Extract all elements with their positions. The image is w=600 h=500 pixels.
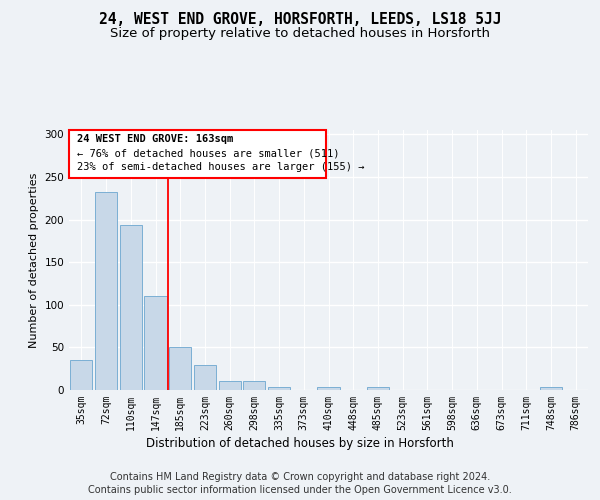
Text: Contains public sector information licensed under the Open Government Licence v3: Contains public sector information licen…	[88, 485, 512, 495]
Text: ← 76% of detached houses are smaller (511): ← 76% of detached houses are smaller (51…	[77, 148, 339, 158]
Bar	[317, 386, 340, 390]
Text: Size of property relative to detached houses in Horsforth: Size of property relative to detached ho…	[110, 28, 490, 40]
Y-axis label: Number of detached properties: Number of detached properties	[29, 172, 39, 348]
Bar	[540, 388, 562, 390]
Bar	[367, 388, 389, 390]
Bar	[169, 348, 191, 390]
Bar	[218, 380, 241, 390]
Bar	[95, 192, 117, 390]
Text: 24 WEST END GROVE: 163sqm: 24 WEST END GROVE: 163sqm	[77, 134, 233, 144]
Bar	[145, 296, 167, 390]
Text: Distribution of detached houses by size in Horsforth: Distribution of detached houses by size …	[146, 438, 454, 450]
Bar	[119, 226, 142, 390]
FancyBboxPatch shape	[69, 130, 326, 178]
Bar	[194, 366, 216, 390]
Bar	[70, 360, 92, 390]
Text: 23% of semi-detached houses are larger (155) →: 23% of semi-detached houses are larger (…	[77, 162, 364, 172]
Bar	[243, 382, 265, 390]
Bar	[268, 386, 290, 390]
Text: Contains HM Land Registry data © Crown copyright and database right 2024.: Contains HM Land Registry data © Crown c…	[110, 472, 490, 482]
Text: 24, WEST END GROVE, HORSFORTH, LEEDS, LS18 5JJ: 24, WEST END GROVE, HORSFORTH, LEEDS, LS…	[99, 12, 501, 28]
